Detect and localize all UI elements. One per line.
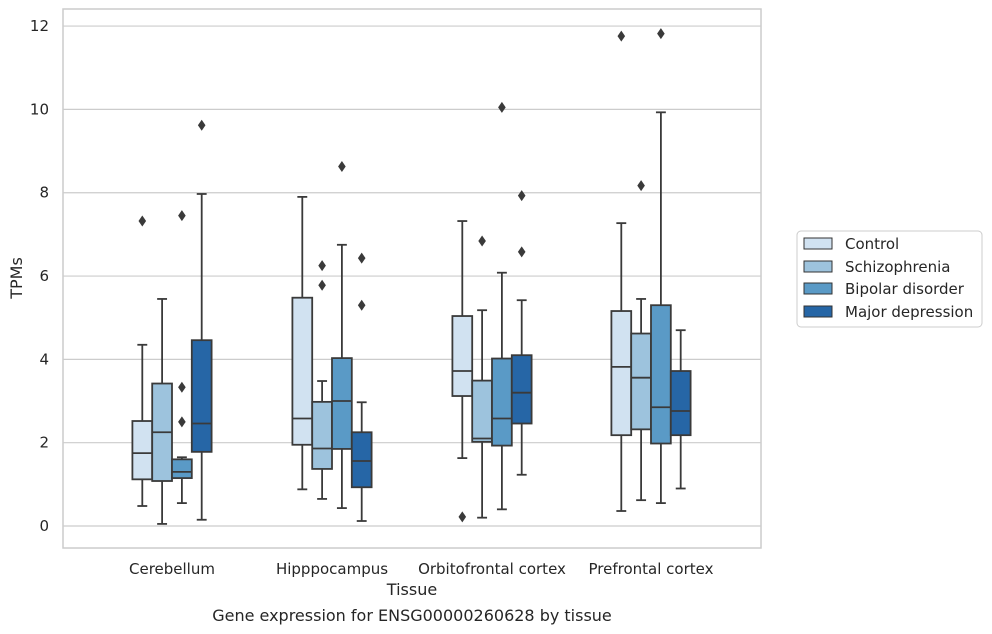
box-cerebellum-schizophrenia [151,298,173,525]
box-orbitofrontal-cortex-schizophrenia [471,235,493,519]
iqr-box [350,431,373,489]
iqr-box [471,379,493,443]
iqr-box [311,400,333,470]
iqr-box [510,354,533,425]
box-cerebellum-major-depression [190,119,213,521]
outlier-point [318,260,326,272]
iqr-box [451,315,474,397]
y-tick-label-8: 8 [39,184,49,202]
box-hipppocampus-major-depression [350,252,373,522]
box-orbitofrontal-cortex-bipolar-disorder [491,101,513,511]
outlier-point [178,416,186,428]
outlier-point [517,190,526,202]
iqr-box [171,458,193,479]
iqr-box [630,332,652,431]
plot-frame [62,8,762,549]
figure-caption: Gene expression for ENSG00000260628 by t… [212,606,612,625]
outlier-point [458,511,467,523]
box-prefrontal-cortex-schizophrenia [630,180,652,502]
outlier-point [197,119,206,131]
box-prefrontal-cortex-major-depression [669,329,692,490]
y-tick-labels: 0 2 4 6 8 10 12 [30,17,49,535]
iqr-box [331,357,353,450]
iqr-box [190,339,213,453]
y-tick-label-6: 6 [39,267,49,285]
iqr-box [491,357,513,447]
y-tick-label-0: 0 [39,517,49,535]
x-axis-title: Tissue [386,580,437,599]
box-hipppocampus-bipolar-disorder [331,160,353,509]
outlier-point [357,299,366,311]
outlier-point [357,252,366,264]
x-tick-labels: Cerebellum Hipppocampus Orbitofrontal cort… [129,560,714,578]
y-tick-label-2: 2 [39,434,49,452]
legend-label-major-depression: Major depression [845,303,973,321]
y-tick-label-10: 10 [30,100,49,118]
outlier-point [338,160,346,172]
outlier-point [178,381,186,393]
legend-swatch-control [803,237,833,250]
legend-label-control: Control [845,235,899,253]
x-tick-label-cerebellum: Cerebellum [129,560,215,578]
iqr-box [669,370,692,437]
x-tick-label-orbitofrontal-cortex: Orbitofrontal cortex [418,560,566,578]
outlier-point [478,235,486,247]
box-cerebellum-bipolar-disorder [171,210,193,504]
box-layer [131,28,692,525]
legend-swatch-major-depression [803,305,833,318]
iqr-box [650,304,672,445]
legend-swatch-bipolar-disorder [803,282,833,295]
iqr-box [131,420,154,481]
box-prefrontal-cortex-control [610,30,633,512]
legend-label-bipolar-disorder: Bipolar disorder [845,280,965,298]
legend-swatch-schizophrenia [803,260,833,273]
outlier-point [138,215,147,227]
legend-label-schizophrenia: Schizophrenia [845,258,950,276]
gridlines [63,25,761,527]
legend: Control Schizophrenia Bipolar disorder M… [796,230,983,328]
y-tick-label-4: 4 [39,350,49,368]
box-hipppocampus-schizophrenia [311,260,333,500]
outlier-point [517,246,526,258]
box-prefrontal-cortex-bipolar-disorder [650,28,672,504]
outlier-point [617,30,626,42]
outlier-point [637,180,645,192]
outlier-point [498,101,506,113]
outlier-point [657,28,665,40]
iqr-box [291,296,314,446]
y-tick-label-12: 12 [30,17,49,35]
box-orbitofrontal-cortex-control [451,220,474,523]
outlier-point [318,279,326,291]
x-tick-label-prefrontal-cortex: Prefrontal cortex [589,560,714,578]
y-axis-title: TPMs [7,257,26,300]
iqr-box [610,310,633,437]
outlier-point [178,210,186,222]
x-tick-label-hipppocampus: Hipppocampus [276,560,388,578]
box-hipppocampus-control [291,195,314,491]
box-cerebellum-control [131,215,154,507]
legend-frame [796,230,983,328]
box-orbitofrontal-cortex-major-depression [510,190,533,476]
